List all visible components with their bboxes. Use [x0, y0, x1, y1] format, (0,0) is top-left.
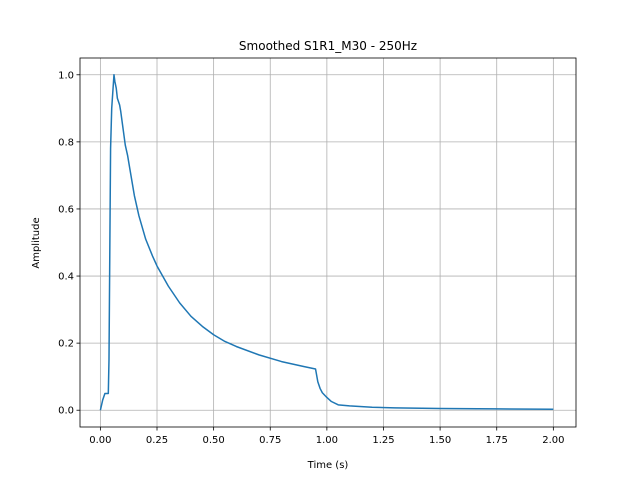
- y-tick-label: 0.4: [58, 272, 74, 283]
- x-tick-label: 0.75: [259, 435, 281, 446]
- series-layer: [99, 74, 554, 411]
- plot-frame: [79, 57, 577, 428]
- chart-title: Smoothed S1R1_M30 - 250Hz: [239, 39, 417, 53]
- y-tick-label: 0.6: [58, 204, 74, 215]
- x-tick-label: 1.25: [372, 435, 394, 446]
- y-tick-label: 0.2: [58, 339, 74, 350]
- x-tick-label: 1.50: [429, 435, 451, 446]
- x-tick-label: 1.00: [316, 435, 338, 446]
- y-axis-label: Amplitude: [31, 217, 42, 268]
- x-axis-ticks: 0.00 0.25 0.50 0.75 1.00 1.25 1.50 1.75 2.00: [89, 427, 564, 446]
- y-tick-label: 0.8: [58, 137, 74, 148]
- x-tick-label: 0.25: [146, 435, 168, 446]
- y-tick-label: 1.0: [58, 70, 74, 81]
- x-tick-label: 0.50: [202, 435, 224, 446]
- y-axis-ticks: 0.0 0.2 0.4 0.6 0.8 1.0: [58, 70, 80, 417]
- x-axis-label: Time (s): [307, 460, 349, 471]
- series-line: [99, 74, 554, 411]
- x-tick-label: 2.00: [542, 435, 564, 446]
- x-tick-label: 1.75: [486, 435, 508, 446]
- y-tick-label: 0.0: [58, 406, 74, 417]
- x-tick-label: 0.00: [89, 435, 111, 446]
